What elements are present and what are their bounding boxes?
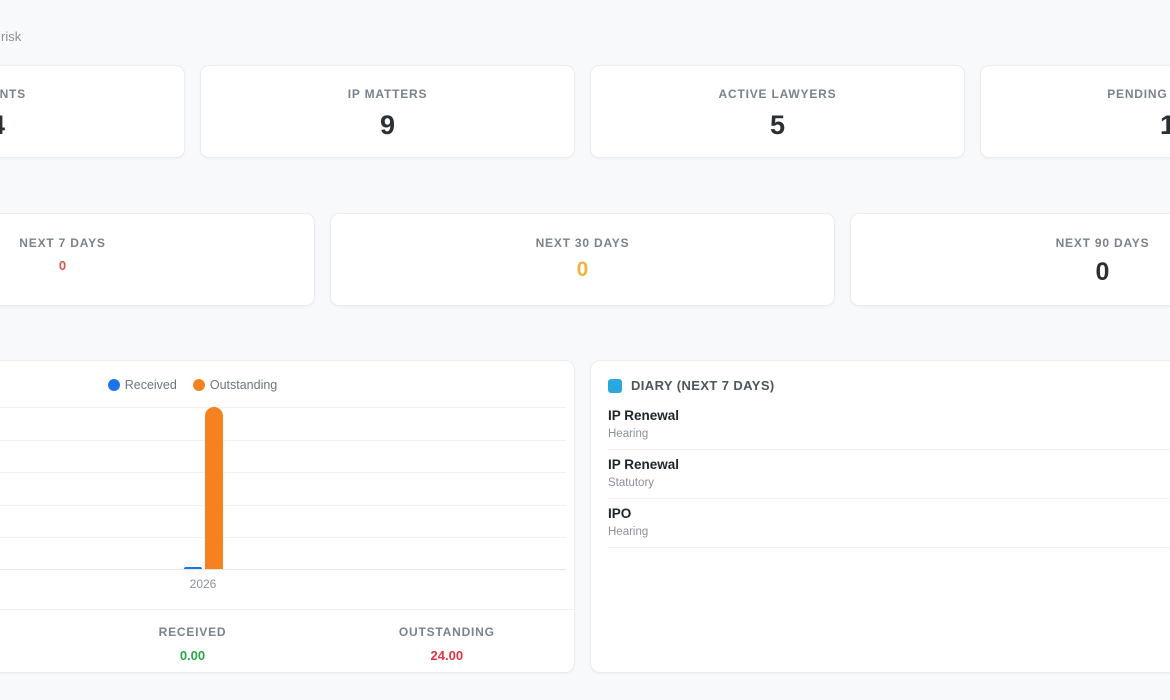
diary-item-title: IPO: [608, 506, 632, 521]
bar-received: [184, 567, 202, 569]
legend-label: Received: [124, 378, 177, 392]
legend-item-received[interactable]: Received: [107, 378, 177, 392]
outstanding-value: 24.00: [430, 648, 464, 663]
diary-title: DIARY (NEXT 7 DAYS): [631, 378, 775, 393]
deadline-value: 0: [576, 258, 589, 281]
invoices-chart-panel: Received Outstanding 2026 RECEIVED 0.00: [0, 360, 575, 673]
diary-header: DIARY (NEXT 7 DAYS): [608, 378, 775, 393]
diary-item-type: Statutory: [608, 477, 655, 489]
kpi-value: 5: [769, 110, 786, 140]
kpi-label: CLIENTS: [0, 87, 26, 101]
diary-list: IP Renewal Hearing IP Renewal Statutory …: [608, 401, 1170, 548]
gridline: [0, 439, 566, 441]
diary-item-title: IP Renewal: [608, 457, 680, 472]
diary-item-type: Hearing: [608, 428, 649, 440]
bar-chart-plot-area: [0, 407, 566, 570]
deadline-value: 0: [1095, 258, 1110, 286]
outstanding-label: OUTSTANDING: [398, 625, 495, 639]
summary-col-outstanding: OUTSTANDING 24.00: [320, 625, 574, 663]
kpi-value: 4: [0, 110, 184, 141]
legend-label: Outstanding: [209, 378, 278, 392]
kpi-card-clients: CLIENTS 4: [0, 65, 185, 158]
x-axis-line: [0, 569, 566, 570]
gridline: [0, 407, 566, 408]
deadline-label: NEXT 30 DAYS: [535, 236, 630, 250]
diary-square-icon: [608, 378, 622, 393]
summary-col-received: RECEIVED 0.00: [65, 625, 319, 663]
gridline: [0, 504, 566, 506]
kpi-value: 9: [379, 110, 396, 140]
diary-list-item[interactable]: IP Renewal Statutory: [608, 450, 1170, 499]
received-label: RECEIVED: [158, 625, 227, 639]
diary-panel: DIARY (NEXT 7 DAYS) IP Renewal Hearing I…: [590, 360, 1170, 673]
kpi-card-pending-orders: PENDING ORDERS 1: [980, 65, 1170, 158]
summary-col-hidden: [0, 625, 65, 663]
deadline-card-next-7-days: NEXT 7 DAYS 0: [0, 213, 315, 306]
legend-dot-received-icon: [107, 379, 120, 391]
legend-dot-outstanding-icon: [192, 379, 205, 391]
kpi-card-ip-matters: IP MATTERS 9: [200, 65, 575, 158]
kpi-card-active-lawyers: ACTIVE LAWYERS 5: [590, 65, 965, 158]
deadline-value: 0: [58, 258, 67, 273]
deadline-card-next-30-days: NEXT 30 DAYS 0: [330, 213, 835, 306]
kpi-label: ACTIVE LAWYERS: [718, 87, 837, 101]
diary-list-item[interactable]: IPO Hearing: [608, 499, 1170, 548]
bar-outstanding: [205, 407, 223, 569]
gridline: [0, 537, 566, 538]
page-subtitle-fragment: risk: [1, 29, 22, 44]
kpi-value: 1: [1159, 110, 1170, 140]
legend-item-outstanding[interactable]: Outstanding: [192, 378, 278, 392]
deadline-card-next-90-days: NEXT 90 DAYS 0: [850, 213, 1170, 306]
x-axis-tick-2026: 2026: [189, 577, 217, 591]
received-value: 0.00: [179, 648, 206, 663]
deadline-label: NEXT 90 DAYS: [1055, 236, 1150, 250]
chart-legend: Received Outstanding: [0, 378, 574, 392]
diary-list-item[interactable]: IP Renewal Hearing: [608, 401, 1170, 450]
kpi-label: PENDING ORDERS: [1107, 87, 1170, 101]
deadline-label: NEXT 7 DAYS: [19, 236, 106, 250]
kpi-label: IP MATTERS: [347, 87, 428, 101]
diary-item-type: Hearing: [608, 526, 649, 538]
invoice-summary-row: RECEIVED 0.00 OUTSTANDING 24.00: [0, 609, 574, 663]
gridline: [0, 472, 566, 473]
diary-item-title: IP Renewal: [608, 408, 680, 423]
